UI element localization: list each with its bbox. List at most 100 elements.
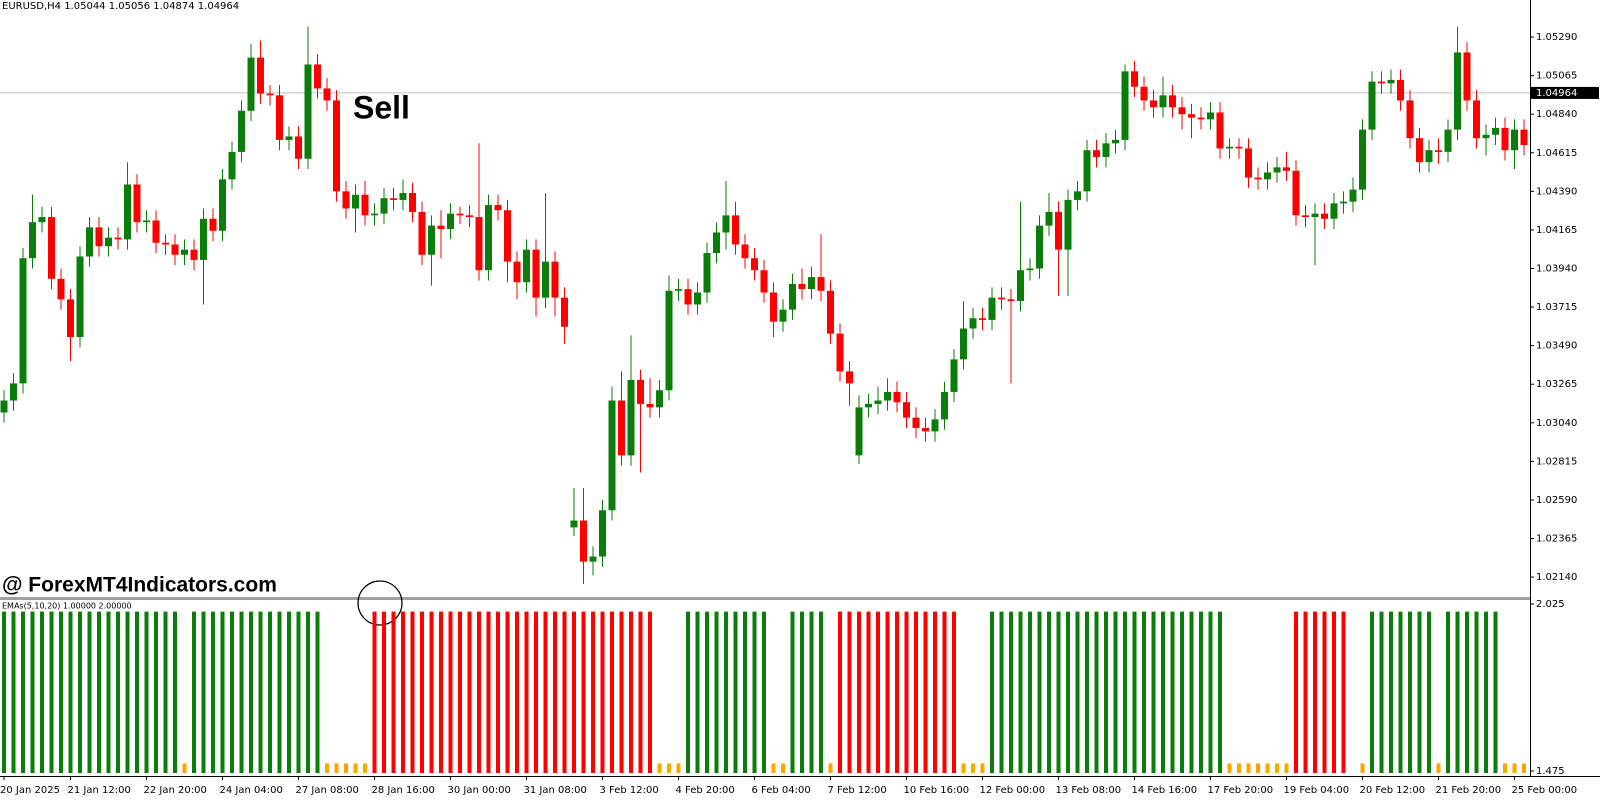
indicator-bar <box>1408 611 1412 773</box>
indicator-bar <box>923 611 928 773</box>
x-tick-label: 17 Feb 20:00 <box>1208 785 1274 796</box>
y-tick-label: 1.03040 <box>1536 418 1577 429</box>
indicator-bar <box>220 611 225 773</box>
indicator-bar <box>952 611 956 773</box>
candle-body <box>1378 81 1385 84</box>
candle-body <box>1178 107 1186 115</box>
candle-body <box>209 218 217 231</box>
indicator-bar <box>781 763 785 773</box>
candle-body <box>627 379 635 456</box>
x-tick-label: 31 Jan 08:00 <box>524 785 587 796</box>
indicator-bar <box>809 611 814 773</box>
candle-body <box>228 151 236 180</box>
indicator-bar <box>1218 611 1222 773</box>
candle-body <box>171 244 179 255</box>
indicator-bar <box>496 611 500 773</box>
current-price-label: 1.04964 <box>1536 88 1577 99</box>
indicator-bar <box>724 611 728 773</box>
candle-body <box>1254 177 1262 180</box>
candle-body <box>1482 134 1490 139</box>
indicator-bar <box>733 611 738 773</box>
indicator-bar <box>1208 611 1213 773</box>
candle-body <box>399 193 407 200</box>
panel-separator <box>0 597 1530 600</box>
candle-body <box>456 213 464 216</box>
indicator-bar <box>467 611 472 773</box>
y-tick-label: 1.04840 <box>1536 109 1577 120</box>
indicator-bar <box>1427 611 1431 773</box>
candle-body <box>865 403 872 408</box>
indicator-bar <box>372 611 377 773</box>
x-tick-label: 13 Feb 08:00 <box>1056 785 1122 796</box>
candle-body <box>86 227 93 257</box>
indicator-bar <box>1047 611 1051 773</box>
indicator-bar <box>1522 763 1526 773</box>
candle-body <box>247 57 255 111</box>
candle-body <box>770 292 777 322</box>
indicator-bar <box>600 611 605 773</box>
x-tick-label: 21 Jan 12:00 <box>68 785 131 796</box>
x-tick-label: 20 Feb 12:00 <box>1360 785 1426 796</box>
candle-body <box>1435 150 1442 152</box>
candle-body <box>1121 71 1129 140</box>
indicator-bar <box>1123 611 1127 773</box>
candle-body <box>475 217 483 271</box>
indicator-bar <box>1028 611 1032 773</box>
indicator-bar <box>154 611 158 773</box>
indicator-bar <box>1113 611 1118 773</box>
candle-body <box>903 402 910 418</box>
y-tick-label: 1.02815 <box>1536 456 1577 467</box>
y-tick-label: 1.03940 <box>1536 263 1577 274</box>
indicator-bar <box>353 763 358 773</box>
indicator-bar <box>771 763 776 773</box>
candle-body <box>504 210 511 262</box>
indicator-bar <box>49 611 54 773</box>
candle-body <box>884 391 891 401</box>
y-tick-label: 1.04390 <box>1536 186 1577 197</box>
candle-body <box>19 258 27 384</box>
y-tick-label: 1.05065 <box>1536 71 1577 82</box>
candle-body <box>143 220 150 223</box>
indicator-bar <box>1446 611 1450 773</box>
indicator-bar <box>828 763 833 773</box>
indicator-bar <box>1503 763 1507 773</box>
candle-body <box>1349 189 1357 202</box>
indicator-bar <box>553 611 557 773</box>
indicator-bar <box>258 611 263 773</box>
candle-body <box>675 289 682 291</box>
candle-body <box>437 225 445 230</box>
candle-body <box>304 64 312 159</box>
candle-body <box>1036 225 1043 269</box>
indicator-bar <box>1322 611 1327 773</box>
indicator-bar <box>249 611 253 773</box>
indicator-bar <box>315 611 320 773</box>
candle-body <box>523 249 530 283</box>
candle-body <box>1007 299 1015 302</box>
candle-body <box>1273 167 1281 173</box>
indicator-bar <box>1332 611 1336 773</box>
candle-body <box>1340 201 1347 204</box>
indicator-bar <box>743 611 747 773</box>
indicator-bar <box>705 611 709 773</box>
indicator-bar <box>125 611 130 773</box>
indicator-bar <box>1170 611 1175 773</box>
candle-body <box>637 379 644 404</box>
indicator-bar <box>1009 611 1013 773</box>
candle-body <box>1292 170 1300 216</box>
candle-body <box>1226 146 1233 149</box>
candle-body <box>1302 215 1309 218</box>
candle-body <box>580 520 587 562</box>
chart-header: EURUSD,H4 1.05044 1.05056 1.04874 1.0496… <box>2 1 239 12</box>
candle-body <box>295 136 302 159</box>
indicator-bar <box>144 611 149 773</box>
x-tick-label: 30 Jan 00:00 <box>448 785 511 796</box>
indicator-bar <box>1284 763 1289 773</box>
candle-body <box>827 290 834 334</box>
indicator-bar <box>1379 611 1384 773</box>
x-tick-label: 7 Feb 12:00 <box>828 785 887 796</box>
indicator-bar <box>904 611 909 773</box>
indicator-bar <box>401 611 405 773</box>
candle-body <box>1311 213 1319 218</box>
x-tick-label: 27 Jan 08:00 <box>296 785 359 796</box>
